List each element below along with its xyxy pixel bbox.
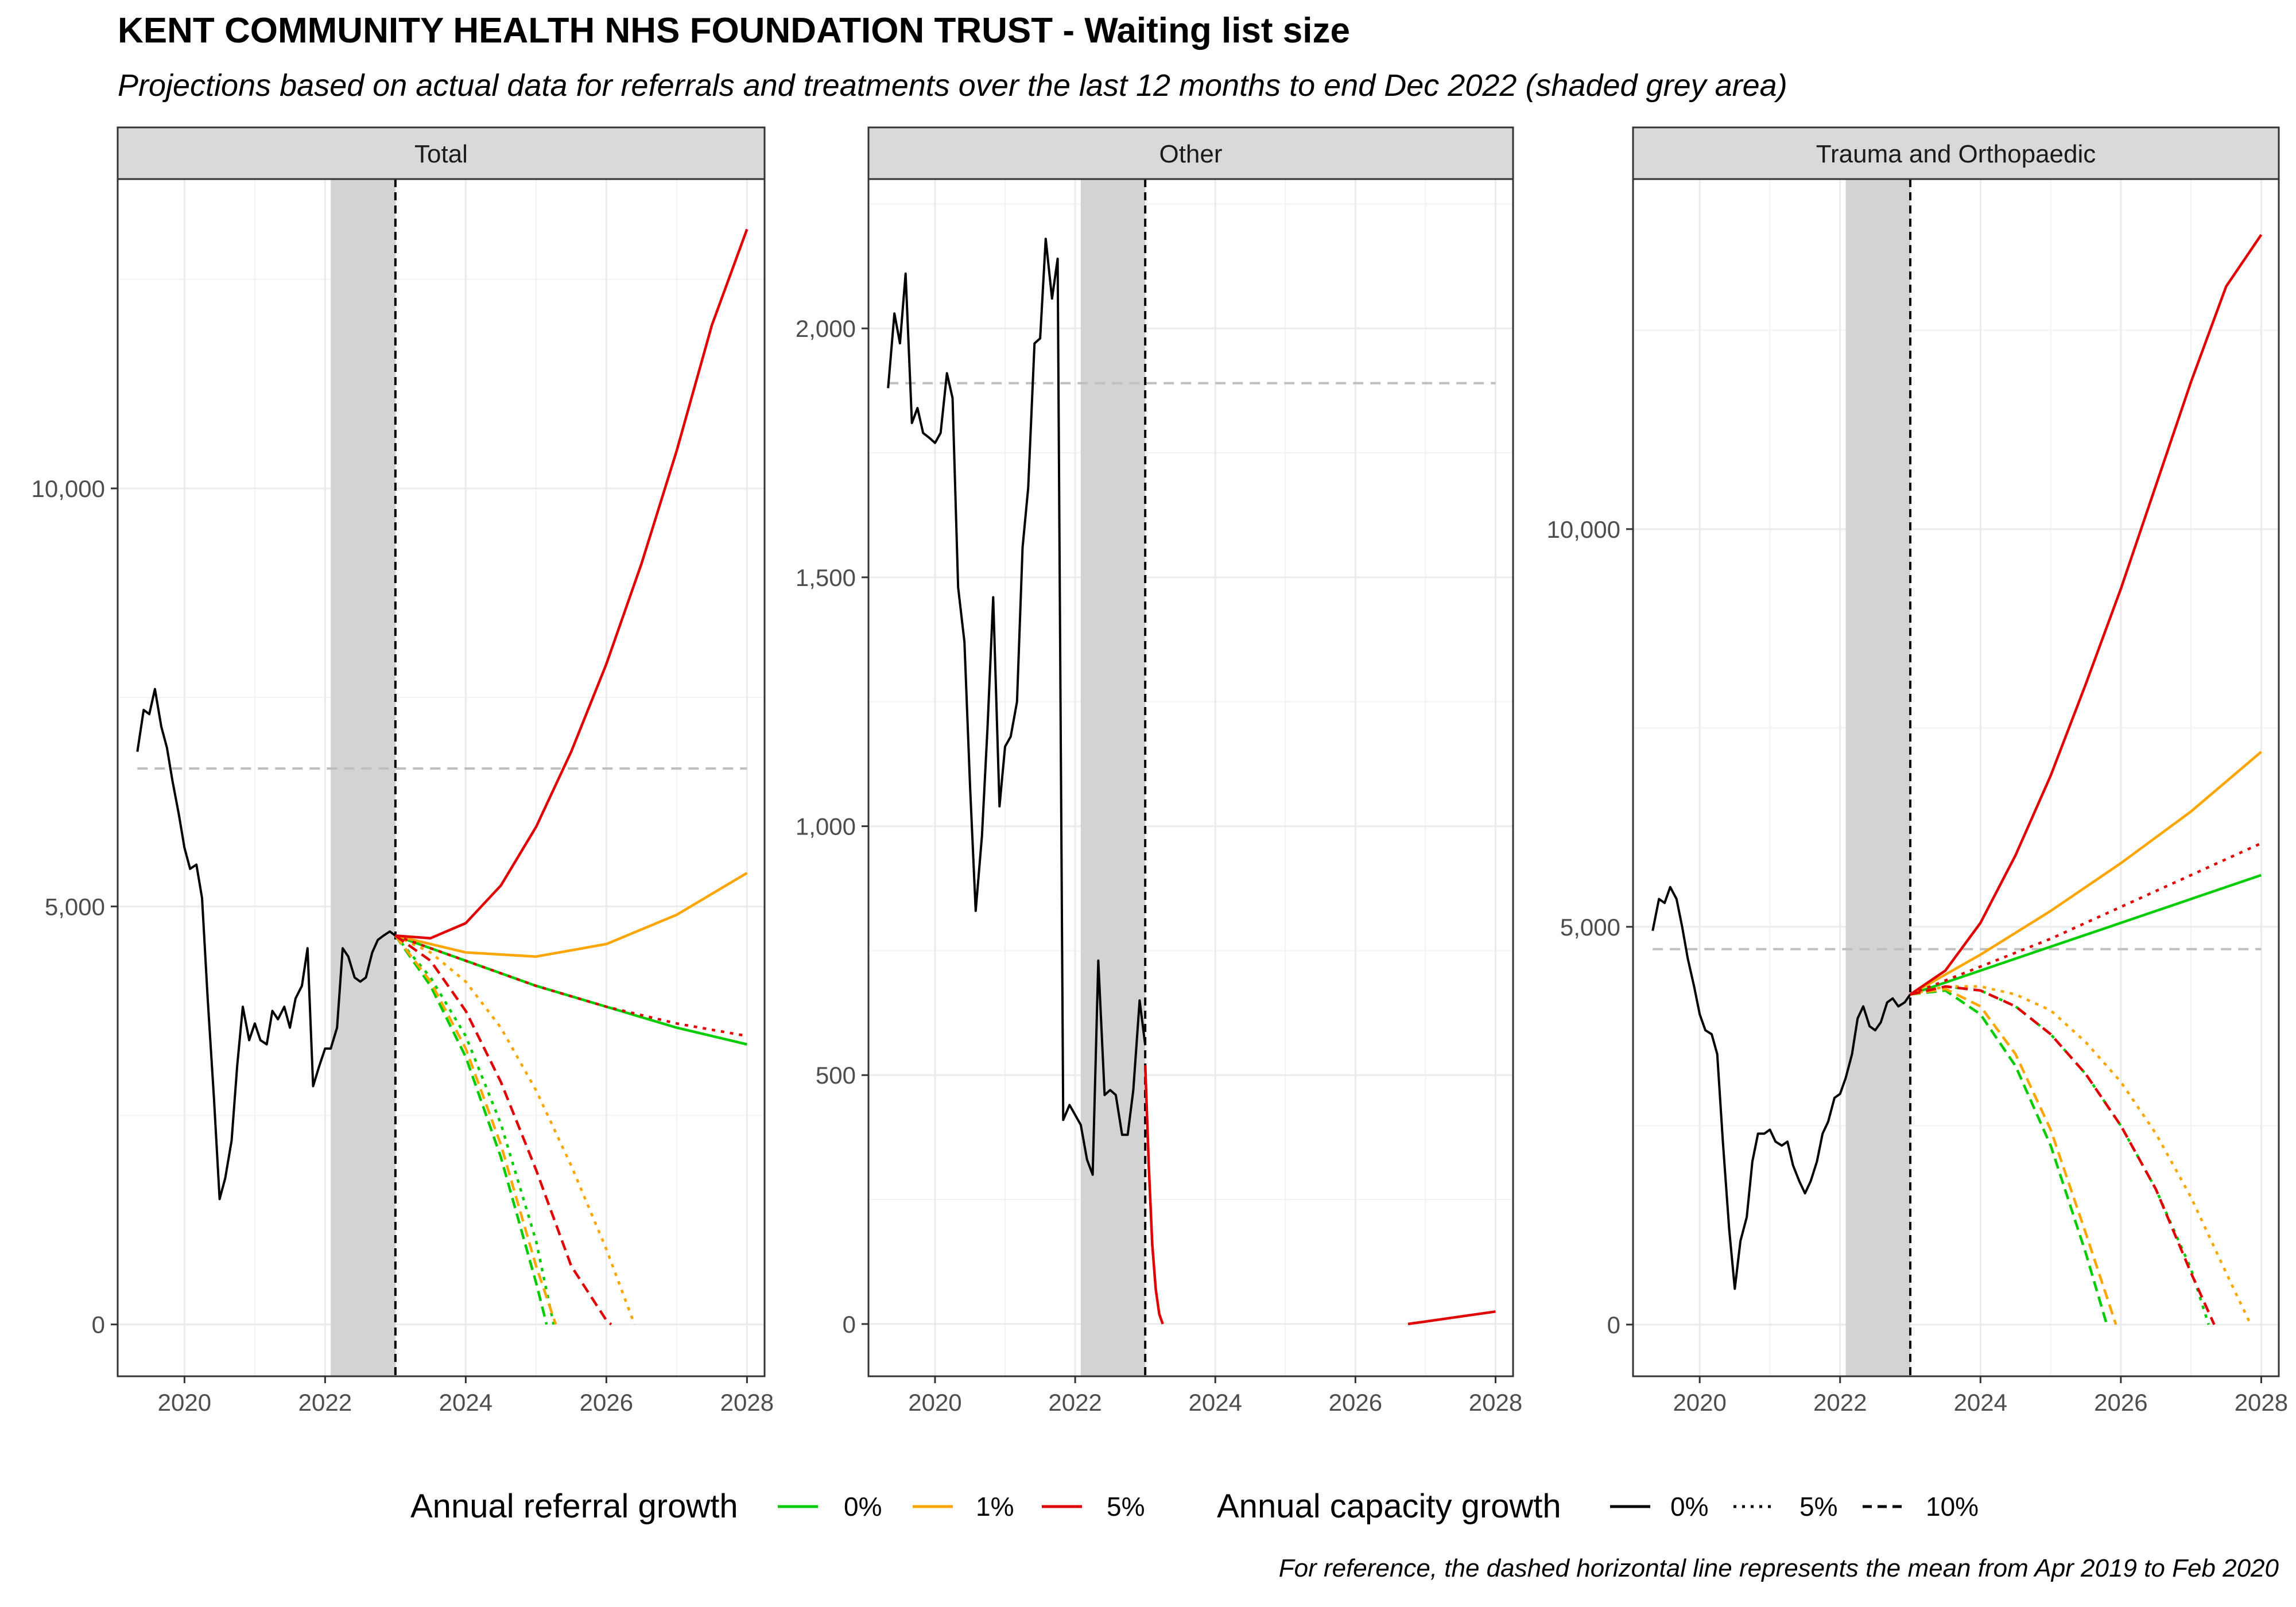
- y-tick-label: 1,000: [796, 813, 856, 840]
- y-tick-label: 10,000: [32, 475, 105, 502]
- series-lines: [1651, 234, 2263, 1325]
- x-tick-label: 2020: [158, 1389, 211, 1416]
- projection-line-referral-1-capacity-10: [1910, 987, 2117, 1325]
- projection-line-referral-5-capacity-0: [1407, 1310, 1496, 1326]
- projection-line-referral-1-capacity-0: [1909, 751, 2262, 996]
- chart-area: Total 2020 2022 2024 2026 2028 0 5,000 10,000 Oth…: [32, 126, 2289, 1416]
- projection-line-referral-0-capacity-10: [1910, 989, 2108, 1325]
- facet-label-trauma-and-orthopaedic: Trauma and Orthopaedic: [1816, 140, 2096, 168]
- panel-border: [867, 178, 1514, 1377]
- x-tick-label: 2022: [1048, 1389, 1102, 1416]
- legend-capacity-label-0: 0%: [1670, 1492, 1708, 1521]
- panel-total: Total 2020 2022 2024 2026 2028 0 5,000 10,000: [32, 126, 774, 1416]
- projection-line-referral-1-capacity-5: [394, 934, 636, 1325]
- projection-line-referral-1-capacity-0: [395, 872, 748, 958]
- axes: 2020 2022 2024 2026 2028 0 5,000 10,000: [1547, 516, 2289, 1416]
- shaded-period: [331, 179, 395, 1376]
- x-tick-label: 2024: [1189, 1389, 1242, 1416]
- legend-referral-item-2: 5%: [1042, 1492, 1145, 1521]
- legend-referral-label-1: 1%: [976, 1492, 1014, 1521]
- legend-referral-title: Annual referral growth: [410, 1488, 738, 1525]
- projection-line-referral-5-capacity-0: [1143, 1065, 1164, 1325]
- y-tick-label: 5,000: [45, 893, 105, 920]
- facet-label-total: Total: [414, 140, 468, 168]
- legend-referral-label-0: 0%: [844, 1492, 882, 1521]
- series-lines: [887, 238, 1496, 1326]
- legend-referral-item-0: 0%: [778, 1492, 882, 1521]
- plot-background: [1633, 179, 2279, 1376]
- legend-capacity-item-2: 10%: [1863, 1492, 1979, 1521]
- legend-referral-label-2: 5%: [1107, 1492, 1145, 1521]
- x-tick-label: 2026: [580, 1389, 633, 1416]
- chart-title: KENT COMMUNITY HEALTH NHS FOUNDATION TRU…: [118, 11, 1350, 51]
- legend-capacity-title: Annual capacity growth: [1217, 1488, 1561, 1525]
- projection-line-referral-5-capacity-10: [394, 934, 612, 1326]
- y-tick-label: 0: [92, 1311, 105, 1338]
- gridlines: [868, 179, 1513, 1376]
- facet-label-other: Other: [1159, 140, 1222, 168]
- legend-capacity-item-0: 0%: [1610, 1492, 1708, 1521]
- x-tick-label: 2022: [1813, 1389, 1867, 1416]
- actual-series-line: [1651, 886, 1911, 1290]
- y-tick-label: 0: [1607, 1311, 1620, 1338]
- y-tick-label: 10,000: [1547, 516, 1620, 543]
- axes: 2020 2022 2024 2026 2028 0 5,000 10,000: [32, 475, 774, 1416]
- legend-capacity-label-2: 10%: [1926, 1492, 1979, 1521]
- x-tick-label: 2020: [908, 1389, 961, 1416]
- chart-caption: For reference, the dashed horizontal lin…: [1278, 1554, 2279, 1582]
- projection-line-referral-0-capacity-10: [394, 935, 548, 1325]
- legend-capacity-item-1: 5%: [1733, 1492, 1837, 1521]
- chart-legend: Annual referral growth 0% 1% 5% Annual c…: [410, 1488, 1979, 1525]
- x-tick-label: 2028: [720, 1389, 774, 1416]
- x-tick-label: 2022: [298, 1389, 352, 1416]
- y-tick-label: 5,000: [1560, 914, 1620, 941]
- gridlines: [1633, 179, 2279, 1376]
- x-tick-label: 2028: [2235, 1389, 2288, 1416]
- legend-capacity-label-1: 5%: [1799, 1492, 1837, 1521]
- axes: 2020 2022 2024 2026 2028 0 500 1,000 1,500 2,000: [796, 315, 1522, 1416]
- x-tick-label: 2028: [1469, 1389, 1522, 1416]
- chart-subtitle: Projections based on actual data for ref…: [118, 68, 1787, 103]
- y-tick-label: 0: [843, 1311, 856, 1338]
- projection-line-referral-5-capacity-10: [1910, 985, 2216, 1325]
- y-tick-label: 500: [816, 1062, 856, 1089]
- panel-border: [117, 178, 766, 1377]
- x-tick-label: 2020: [1673, 1389, 1726, 1416]
- actual-series-line: [136, 688, 397, 1201]
- x-tick-label: 2024: [1954, 1389, 2007, 1416]
- projection-line-referral-1-capacity-5: [1910, 985, 2252, 1325]
- plot-background: [868, 179, 1513, 1376]
- projection-line-referral-5-capacity-0: [1909, 234, 2263, 996]
- projection-line-referral-0-capacity-0: [1910, 874, 2262, 996]
- actual-series-line: [887, 238, 1147, 1176]
- x-tick-label: 2024: [439, 1389, 492, 1416]
- y-tick-label: 2,000: [796, 315, 856, 342]
- x-tick-label: 2026: [2094, 1389, 2147, 1416]
- plot-background: [118, 179, 765, 1376]
- series-lines: [136, 228, 748, 1326]
- projection-line-referral-5-capacity-0: [395, 228, 748, 940]
- projection-line-referral-5-capacity-5: [395, 934, 747, 1038]
- x-tick-label: 2026: [1329, 1389, 1382, 1416]
- projection-line-referral-1-capacity-10: [394, 934, 557, 1325]
- gridlines: [118, 179, 765, 1376]
- shaded-period: [1845, 179, 1911, 1376]
- shaded-period: [1080, 179, 1146, 1376]
- panel-border: [1632, 178, 2280, 1377]
- y-tick-label: 1,500: [796, 564, 856, 591]
- legend-referral-item-1: 1%: [913, 1492, 1014, 1521]
